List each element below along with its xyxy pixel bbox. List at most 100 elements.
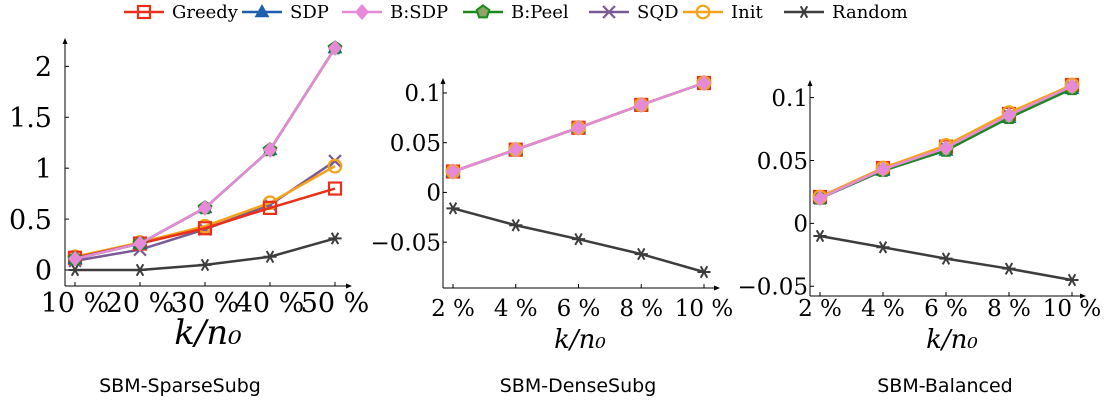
legend-label: Greedy	[172, 2, 239, 23]
data-point-b-sdp	[1002, 107, 1016, 124]
data-point-b-sdp	[446, 163, 460, 180]
legend-marker-random	[797, 5, 811, 19]
legend-label: B:Peel	[511, 2, 569, 23]
data-point-random	[876, 241, 890, 254]
chart-balanced: −0.05 0 0.05 0.1 2 % 4 % 6 % 8 % 10 % k/n₀ SBM-Bal…	[738, 77, 1101, 397]
x-tick-label: 2 %	[431, 296, 475, 322]
x-tick-label: 4 %	[861, 296, 905, 322]
legend-marker-init	[695, 4, 711, 20]
y-tick-label: 0	[426, 181, 441, 207]
data-point-b-sdp	[813, 190, 827, 207]
data-point-random	[509, 219, 523, 232]
data-point-b-sdp	[697, 75, 711, 91]
data-point-greedy	[327, 181, 343, 196]
chart-caption: SBM-Balanced	[877, 375, 1013, 397]
x-tick-label: 50 %	[301, 288, 370, 319]
y-tick-label: 0.1	[771, 86, 808, 112]
data-point-greedy	[197, 221, 213, 236]
series-b-sdp	[813, 78, 1079, 207]
y-tick-label: 0.05	[390, 131, 441, 157]
data-point-random	[939, 252, 953, 265]
data-point-random	[571, 232, 586, 246]
data-point-random	[697, 265, 711, 279]
chart-sparse: 0 0.5 1 1.5 2 10 %20 %30 %40 %50 % k/n₀ SBM-Spa…	[9, 38, 369, 397]
series-b-sdp	[446, 75, 711, 180]
x-tick-label: 4 %	[494, 296, 538, 322]
data-point-random	[133, 263, 147, 277]
data-point-b-sdp	[68, 250, 82, 267]
legend-label: Random	[832, 2, 908, 23]
data-point-b-sdp	[508, 141, 523, 158]
data-point-random	[198, 258, 212, 272]
x-tick-label: 10 %	[675, 296, 733, 322]
legend-marker-b-sdp	[355, 4, 369, 20]
legend: Greedy SDP B:SDP B:Peel SQD Init Random	[124, 2, 908, 23]
chart-caption: SBM-DenseSubg	[500, 375, 657, 397]
y-axis-arrow	[807, 80, 813, 86]
data-point-sqd	[328, 154, 342, 168]
data-point-random	[634, 247, 648, 261]
y-tick-label: 0	[793, 212, 808, 238]
data-point-b-sdp	[939, 139, 953, 156]
y-tick-label: 0.1	[404, 81, 441, 107]
legend-item-random: Random	[784, 2, 908, 23]
x-tick-label: 10 %	[1043, 296, 1101, 322]
data-point-b-sdp	[634, 96, 649, 113]
x-tick-label: 6 %	[557, 296, 601, 322]
series-random	[813, 229, 1079, 287]
x-tick-label: 40 %	[236, 288, 305, 319]
data-point-random	[328, 232, 342, 245]
chart-caption: SBM-SparseSubg	[99, 375, 261, 397]
series-b-sdp	[68, 40, 342, 267]
y-tick-label: 2	[35, 52, 52, 83]
x-tick-label: 8 %	[987, 296, 1031, 322]
x-tick-label: 6 %	[924, 296, 968, 322]
series-random	[446, 202, 711, 279]
data-point-random	[446, 202, 460, 215]
data-point-greedy	[262, 200, 278, 215]
legend-marker-greedy	[136, 4, 152, 20]
legend-marker-sdp	[254, 4, 270, 18]
x-tick-label: 8 %	[619, 296, 663, 322]
legend-label: Init	[731, 2, 763, 23]
y-tick-label: −0.05	[371, 230, 441, 256]
data-point-b-sdp	[571, 119, 586, 136]
legend-item-sqd: SQD	[589, 2, 679, 23]
data-point-b-sdp	[876, 161, 890, 178]
y-tick-label: 1.5	[9, 103, 52, 134]
data-point-random	[1065, 273, 1079, 287]
data-point-random	[1002, 262, 1016, 275]
x-tick-label: 30 %	[171, 288, 240, 319]
x-axis-label: k/n₀	[554, 325, 606, 355]
legend-marker-b-peel	[475, 4, 491, 19]
x-axis-arrow	[1080, 293, 1086, 299]
series-random	[68, 232, 342, 277]
chart-panels: 0 0.5 1 1.5 2 10 % 20 %30 %40 %50 % k/n₀ SBM-Spa…	[9, 38, 1101, 397]
y-tick-label: 0.5	[9, 205, 52, 236]
x-tick-label: 2 %	[798, 296, 842, 322]
y-tick-label: 0.05	[757, 149, 808, 175]
legend-item-greedy: Greedy	[124, 2, 239, 23]
data-point-init	[327, 158, 343, 174]
data-point-b-sdp	[133, 235, 147, 252]
x-axis-label: k/n₀	[174, 313, 242, 353]
y-axis-arrow	[440, 78, 446, 84]
data-point-b-sdp	[198, 199, 212, 216]
x-tick-label: 20 %	[106, 288, 175, 319]
x-axis-arrow	[346, 283, 352, 289]
data-point-b-sdp	[263, 141, 277, 158]
data-point-b-sdp	[1065, 78, 1079, 95]
data-point-random	[263, 250, 277, 263]
legend-marker-sqd	[602, 5, 616, 19]
data-point-random	[813, 229, 827, 243]
data-point-random	[68, 263, 82, 277]
x-axis-arrow	[714, 285, 720, 291]
legend-item-b-peel: B:Peel	[463, 2, 569, 23]
y-tick-label: 1	[35, 154, 52, 185]
legend-label: SQD	[637, 2, 679, 23]
legend-item-init: Init	[683, 2, 763, 23]
legend-item-b-sdp: B:SDP	[342, 2, 448, 23]
legend-item-sdp: SDP	[242, 2, 329, 23]
x-axis-label: k/n₀	[926, 325, 978, 355]
